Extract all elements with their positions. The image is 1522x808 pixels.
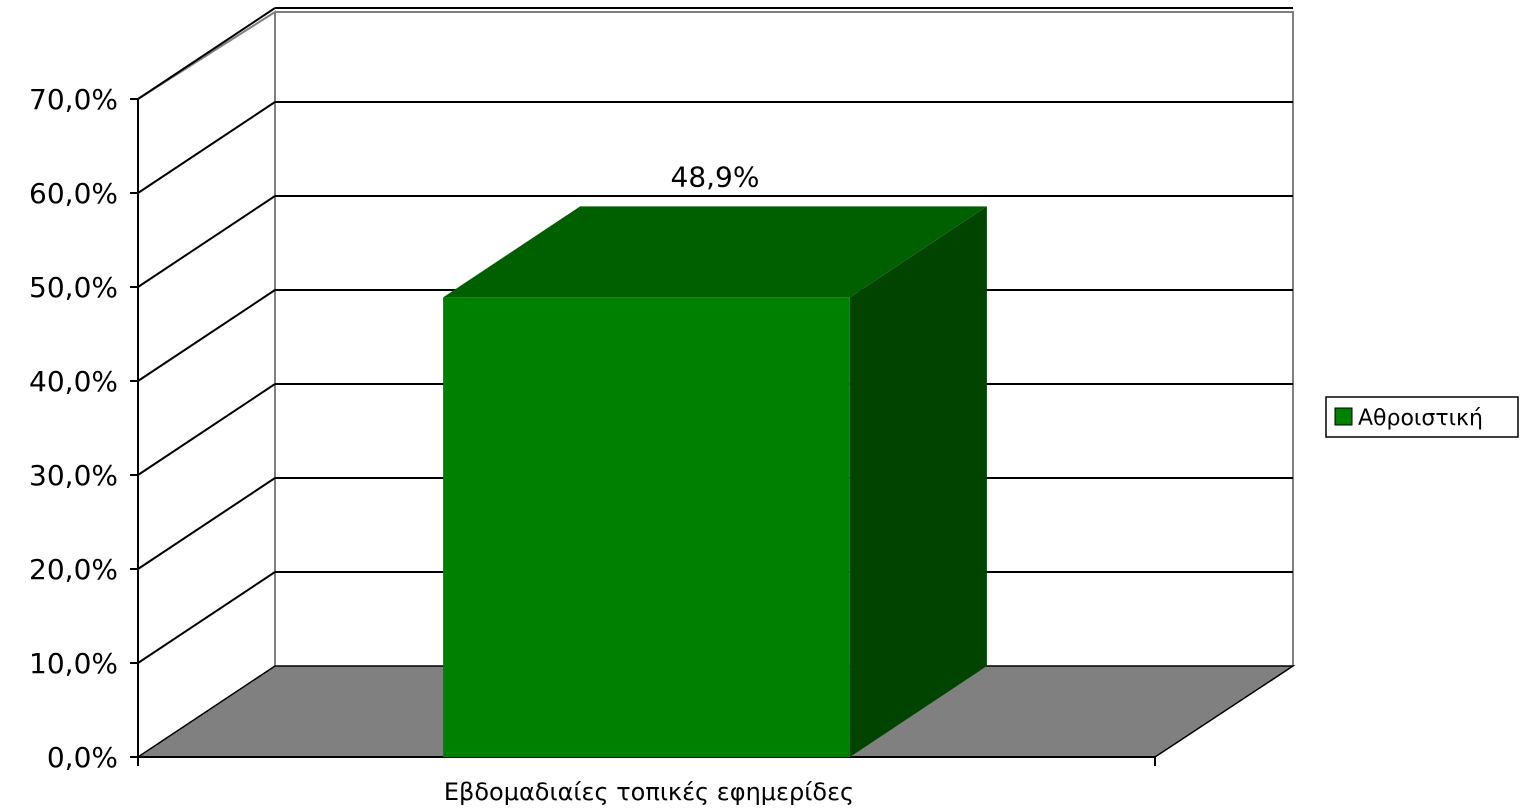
bar-data-label: 48,9% [671, 160, 760, 193]
gridline-diagonal [137, 101, 276, 194]
gridline-diagonal [137, 7, 276, 100]
legend-box [1325, 396, 1519, 438]
bar-front [443, 297, 850, 757]
gridline-diagonal [137, 477, 276, 570]
gridline-diagonal [137, 383, 276, 476]
y-tick-label: 40,0% [29, 365, 118, 398]
y-tick-label: 70,0% [29, 83, 118, 116]
y-tick-labels: 0,0% 10,0% 20,0% 30,0% 40,0% 50,0% 60,0% 70,0% [29, 83, 138, 774]
legend-swatch [1334, 407, 1353, 426]
y-tick-label: 60,0% [29, 177, 118, 210]
legend: Αθροιστική [1325, 396, 1519, 438]
gridline-diagonal [137, 571, 276, 664]
back-wall-border [275, 11, 1294, 666]
y-tick-label: 10,0% [29, 647, 118, 680]
gridline-diagonal [137, 289, 276, 382]
x-category-label: Εβδομαδιαίες τοπικές εφημερίδες [444, 778, 854, 806]
bar-side [849, 206, 987, 758]
y-tick-label: 0,0% [47, 741, 118, 774]
y-tick-label: 30,0% [29, 459, 118, 492]
y-tick-label: 50,0% [29, 271, 118, 304]
legend-label: Αθροιστική [1358, 406, 1483, 431]
bar-top [443, 206, 987, 298]
side-wall-border [137, 10, 276, 666]
bars: 48,9% [443, 160, 987, 758]
gridline-diagonal [137, 195, 276, 288]
y-tick-label: 20,0% [29, 553, 118, 586]
